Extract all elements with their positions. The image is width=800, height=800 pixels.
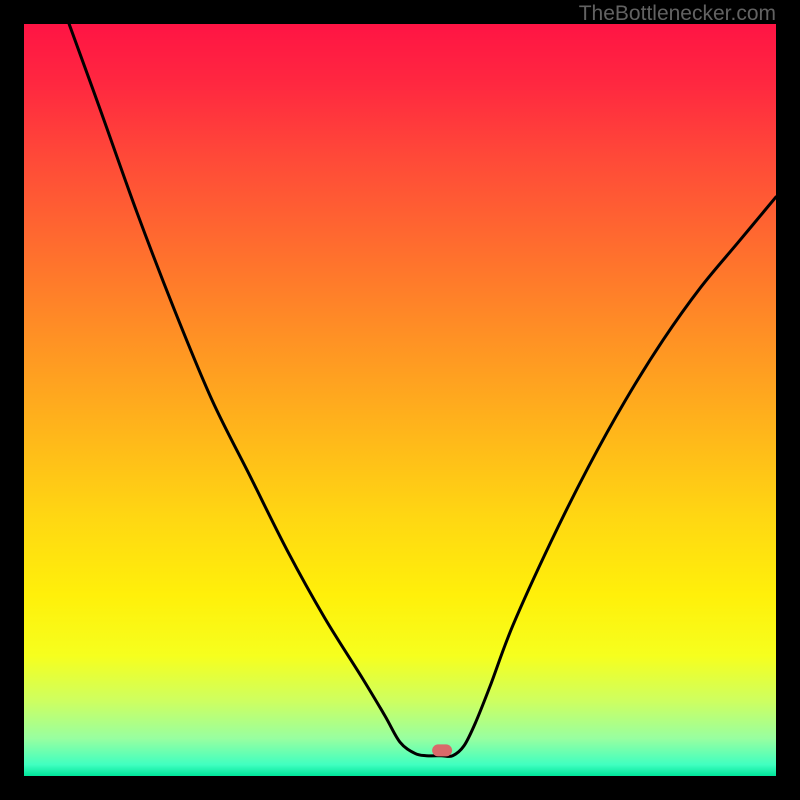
optimal-marker [432,744,452,756]
watermark-text: TheBottlenecker.com [579,2,776,26]
plot-svg [24,24,776,776]
plot-area [24,24,776,776]
chart-frame: TheBottlenecker.com [0,0,800,800]
gradient-background [24,24,776,776]
